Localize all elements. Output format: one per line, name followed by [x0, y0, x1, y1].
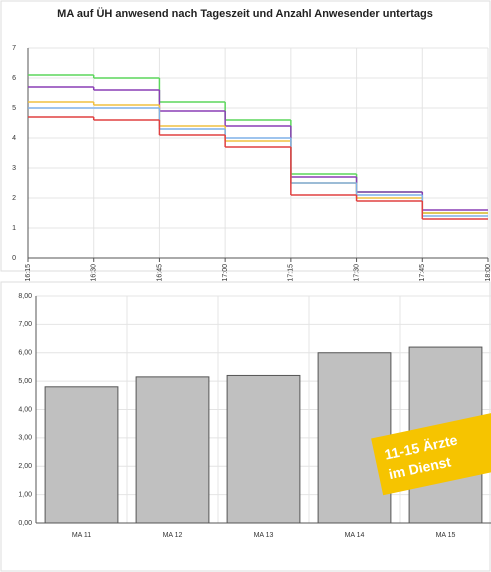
x-tick-label: 16:45 — [156, 264, 163, 282]
y-tick-label: 5,00 — [18, 378, 32, 385]
x-tick-label: MA 12 — [163, 532, 183, 539]
x-tick-label: MA 15 — [436, 532, 456, 539]
y-tick-label: 6,00 — [18, 350, 32, 357]
x-tick-label: MA 13 — [254, 532, 274, 539]
bar — [44, 386, 119, 524]
top-frame — [0, 0, 491, 272]
x-tick-label: 17:00 — [222, 264, 229, 282]
y-tick-label: 8,00 — [18, 293, 32, 300]
y-tick-label: 0,00 — [18, 520, 32, 527]
y-tick-label: 2,00 — [18, 463, 32, 470]
x-tick-label: 16:30 — [91, 264, 98, 282]
y-tick-label: 1 — [12, 225, 16, 232]
x-tick-label: MA 11 — [72, 532, 91, 539]
y-tick-label: 1,00 — [18, 491, 32, 498]
y-tick-label: 3,00 — [18, 435, 32, 442]
y-tick-label: 4,00 — [18, 406, 32, 413]
x-tick-label: 18:00 — [485, 264, 491, 282]
y-tick-label: 4 — [12, 135, 16, 142]
sticker-bg — [371, 409, 491, 496]
y-tick-label: 5 — [12, 105, 16, 112]
y-tick-label: 7 — [12, 45, 16, 52]
y-tick-label: 3 — [12, 165, 16, 172]
bar — [226, 374, 301, 524]
x-tick-label: 17:15 — [288, 264, 295, 282]
x-tick-label: 16:15 — [25, 264, 32, 282]
bar — [135, 376, 210, 524]
chart-title: MA auf ÜH anwesend nach Tageszeit und An… — [57, 7, 433, 20]
x-tick-label: 17:30 — [353, 264, 360, 282]
y-tick-label: 0 — [12, 255, 16, 262]
y-tick-label: 7,00 — [18, 321, 32, 328]
y-tick-label: 2 — [12, 195, 16, 202]
y-tick-label: 6 — [12, 75, 16, 82]
x-tick-label: 17:45 — [419, 264, 426, 282]
x-tick-label: MA 14 — [345, 532, 365, 539]
